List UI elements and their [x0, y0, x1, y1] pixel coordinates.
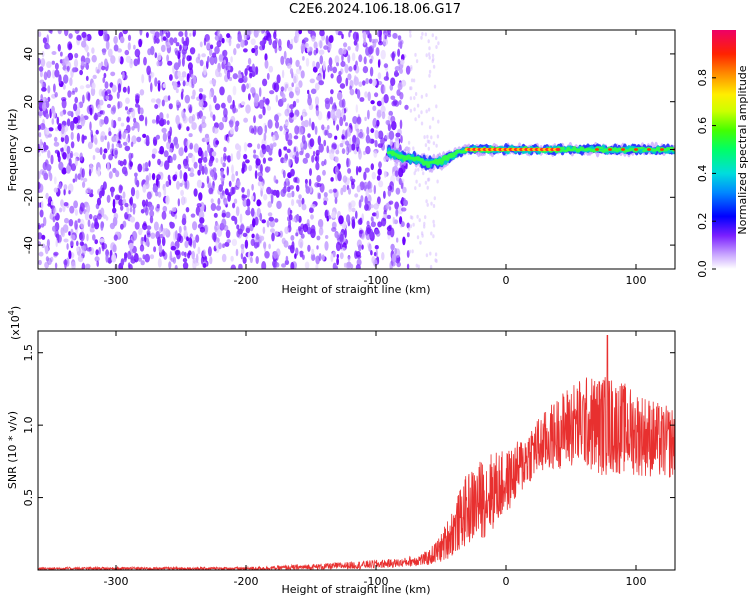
- noise-speckle: [38, 30, 440, 269]
- snr-multiplier: (x104): [7, 306, 22, 340]
- colorbar: 0.0 0.2 0.4 0.6 0.8 Normalized spectral ampl…: [696, 30, 749, 278]
- colorbar-label: Normalized spectral amplitude: [736, 65, 749, 234]
- snr-x-tick-label: -300: [104, 575, 129, 588]
- spectrogram-y-label: Frequency (Hz): [6, 109, 19, 192]
- snr-x-label: Height of straight line (km): [281, 583, 430, 596]
- spectrogram-y-tick-label: 40: [22, 47, 35, 61]
- spectrogram-x-tick-label: 0: [503, 274, 510, 287]
- snr-x-tick-label: -100: [364, 575, 389, 588]
- snr-panel: -300 -200 -100 0 100 0.5 1.0 1.5 Height of stra…: [6, 306, 676, 596]
- colorbar-gradient: [712, 30, 736, 269]
- snr-x-tick-label: -200: [234, 575, 259, 588]
- spectrogram-x-tick-label: -100: [364, 274, 389, 287]
- spectrogram-y-tick-label: 0: [22, 146, 35, 153]
- snr-x-tick-label: 100: [626, 575, 647, 588]
- colorbar-tick-label: 0.6: [696, 117, 709, 135]
- colorbar-tick-label: 0.0: [696, 260, 709, 278]
- snr-y-tick-label: 1.5: [22, 344, 35, 362]
- spectrogram-x-tick-label: -200: [234, 274, 259, 287]
- colorbar-tick-label: 0.8: [696, 69, 709, 87]
- snr-frame: [37, 330, 676, 571]
- spectrogram-y-tick-label: -20: [22, 188, 35, 206]
- snr-line: [38, 334, 675, 570]
- figure-title: C2E6.2024.106.18.06.G17: [288, 2, 462, 17]
- spectrogram-x-label: Height of straight line (km): [281, 283, 430, 296]
- spectrogram-x-tick-label: 100: [626, 274, 647, 287]
- snr-x-tick-label: 0: [503, 575, 510, 588]
- colorbar-tick-label: 0.4: [696, 165, 709, 183]
- spectrogram-y-tick-label: 20: [22, 95, 35, 109]
- snr-y-tick-label: 1.0: [22, 416, 35, 434]
- signal-ridge: [386, 141, 675, 173]
- snr-y-label: SNR (10 * v/v): [6, 411, 19, 489]
- snr-y-tick-label: 0.5: [22, 489, 35, 507]
- colorbar-tick-label: 0.2: [696, 212, 709, 230]
- spectrogram-x-tick-label: -300: [104, 274, 129, 287]
- spectrogram-y-tick-label: -40: [22, 236, 35, 254]
